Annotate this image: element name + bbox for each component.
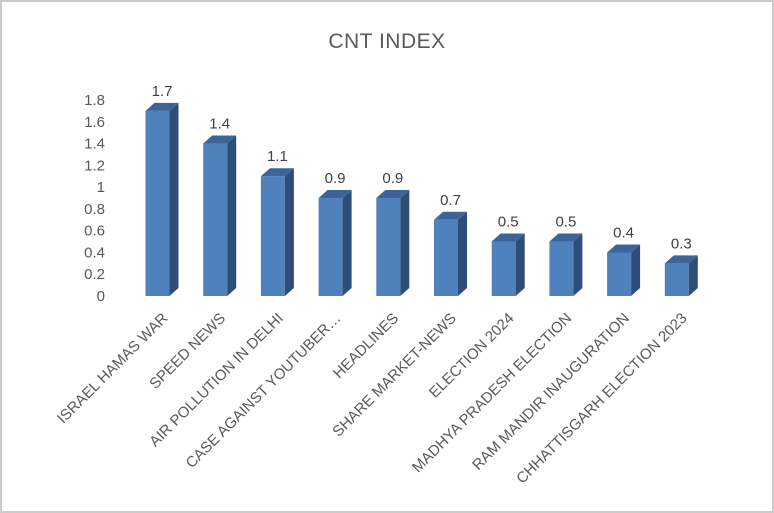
bar-side-face bbox=[169, 102, 179, 296]
bar-front-face bbox=[607, 252, 632, 296]
bar-side-face bbox=[284, 168, 294, 296]
bar-data-label: 0.9 bbox=[382, 170, 403, 187]
bar-side-face bbox=[227, 135, 237, 296]
bar bbox=[318, 190, 352, 296]
y-axis-tick-label: 0.2 bbox=[84, 266, 105, 283]
y-axis-tick-label: 0.8 bbox=[84, 201, 105, 218]
bar-data-label: 0.9 bbox=[325, 170, 346, 187]
chart-title: CNT INDEX bbox=[328, 30, 446, 53]
bar-front-face bbox=[203, 143, 228, 296]
bar-data-label: 1.1 bbox=[267, 148, 288, 165]
y-axis-tick-label: 0 bbox=[97, 288, 105, 305]
bar-top-face bbox=[203, 135, 237, 144]
bar-side-face bbox=[631, 244, 641, 296]
bar bbox=[203, 135, 237, 296]
bar-data-label: 0.4 bbox=[613, 224, 634, 241]
bar-side-face bbox=[400, 190, 410, 296]
bar-data-label: 0.7 bbox=[440, 192, 461, 209]
bar-top-face bbox=[434, 211, 467, 220]
bar-front-face bbox=[376, 198, 401, 296]
y-axis-tick-label: 0.4 bbox=[84, 244, 105, 261]
bar-front-face bbox=[434, 219, 458, 296]
bar-top-face bbox=[260, 168, 294, 177]
bar-data-label: 0.5 bbox=[498, 214, 519, 231]
bar bbox=[260, 168, 294, 296]
bar-top-face bbox=[145, 102, 179, 111]
bar-data-label: 0.3 bbox=[671, 235, 692, 252]
bar-front-face bbox=[491, 241, 516, 296]
bar bbox=[434, 211, 467, 296]
bar-side-face bbox=[515, 233, 525, 296]
bar-data-label: 0.5 bbox=[555, 214, 576, 231]
x-axis-category-label: ISRAEL HAMAS WAR bbox=[54, 310, 171, 427]
bar-side-face bbox=[458, 211, 467, 296]
bar-side-face bbox=[573, 233, 583, 296]
y-axis-tick-label: 1.2 bbox=[84, 157, 105, 174]
bar-side-face bbox=[688, 255, 698, 296]
bar-top-face bbox=[491, 233, 525, 242]
bar bbox=[491, 233, 525, 296]
bar bbox=[607, 244, 641, 296]
bar bbox=[549, 233, 583, 296]
bar-top-face bbox=[549, 233, 583, 242]
bar-side-face bbox=[342, 190, 352, 296]
bar-top-face bbox=[607, 244, 641, 253]
bar bbox=[145, 102, 179, 296]
y-axis-tick-label: 1.8 bbox=[84, 92, 105, 109]
y-axis-tick-label: 1 bbox=[97, 179, 105, 196]
bar-top-face bbox=[664, 255, 698, 264]
bar-top-face bbox=[376, 190, 410, 198]
bar-front-face bbox=[260, 176, 285, 296]
bar bbox=[376, 190, 410, 296]
bar-front-face bbox=[664, 263, 689, 296]
y-axis-tick-label: 1.4 bbox=[84, 136, 105, 153]
bar-front-face bbox=[318, 198, 343, 296]
bar-front-face bbox=[549, 241, 574, 296]
y-axis-tick-label: 0.6 bbox=[84, 223, 105, 240]
bar bbox=[664, 255, 698, 296]
bar-top-face bbox=[318, 190, 352, 198]
y-axis-tick-label: 1.6 bbox=[84, 114, 105, 131]
bar-front-face bbox=[145, 110, 170, 296]
bar-data-label: 1.7 bbox=[152, 83, 173, 100]
bar-data-label: 1.4 bbox=[209, 116, 230, 133]
